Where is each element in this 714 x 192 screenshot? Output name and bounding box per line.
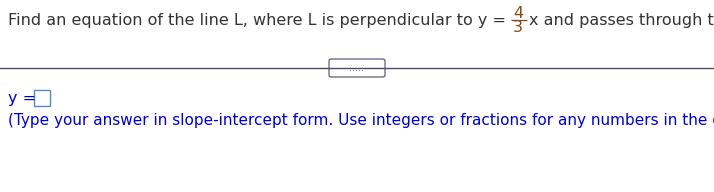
Text: Find an equation of the line L, where L is perpendicular to y =: Find an equation of the line L, where L … [8, 12, 511, 27]
Text: 3: 3 [513, 20, 523, 35]
FancyBboxPatch shape [329, 59, 385, 77]
FancyBboxPatch shape [34, 90, 50, 106]
Text: (Type your answer in slope-intercept form. Use integers or fractions for any num: (Type your answer in slope-intercept for… [8, 113, 714, 127]
Text: y =: y = [8, 90, 36, 105]
Text: 4: 4 [513, 6, 523, 21]
Text: .....: ..... [349, 63, 365, 73]
Text: x and passes through the point (3,4).: x and passes through the point (3,4). [529, 12, 714, 27]
